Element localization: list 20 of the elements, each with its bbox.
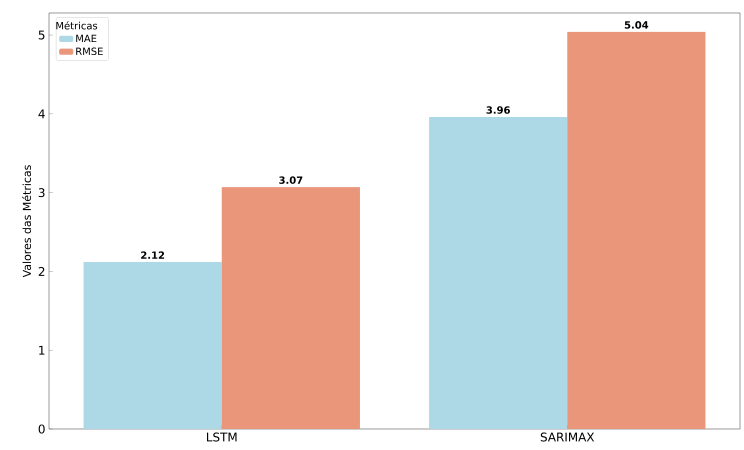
bar <box>567 32 706 429</box>
legend-label: MAE <box>76 34 96 42</box>
bar <box>429 116 568 429</box>
legend-label: RMSE <box>76 48 103 56</box>
y-axis-title: Valores das Métricas <box>22 165 32 278</box>
x-tick-label: LSTM <box>206 432 237 442</box>
y-tick-label: 0 <box>38 424 45 434</box>
legend-title: Métricas <box>56 21 98 30</box>
data-label: 2.12 <box>141 251 164 259</box>
y-tick-label: 1 <box>39 346 44 355</box>
y-tick-label: 4 <box>38 109 45 118</box>
data-label: 3.96 <box>486 106 510 114</box>
data-label: 3.07 <box>279 176 302 184</box>
x-tick-label: SARIMAX <box>540 432 594 442</box>
bar <box>222 187 360 429</box>
y-tick-label: 3 <box>38 188 45 198</box>
y-tick-label: 2 <box>38 266 44 276</box>
data-label: 5.04 <box>624 21 648 29</box>
bar <box>84 262 222 429</box>
y-tick-label: 5 <box>38 30 44 40</box>
